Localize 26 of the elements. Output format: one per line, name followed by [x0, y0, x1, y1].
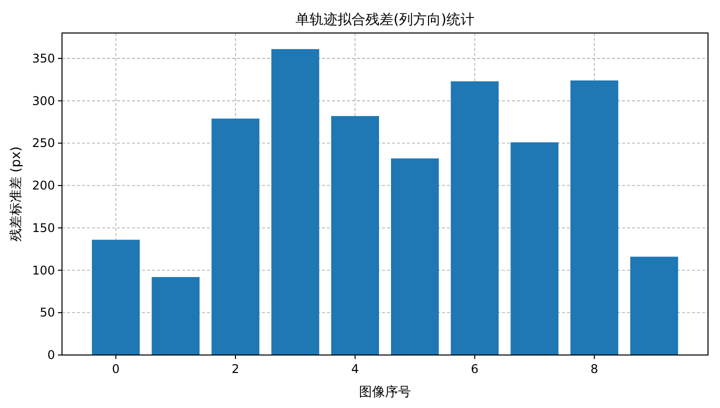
y-tick-label: 50 — [40, 306, 55, 320]
y-axis-title: 残差标准差 (px) — [9, 146, 24, 242]
bar — [630, 256, 678, 355]
y-tick-label: 350 — [32, 51, 55, 66]
bar — [450, 81, 499, 355]
bar — [92, 240, 140, 355]
y-tick-label: 250 — [32, 136, 55, 150]
x-tick-label: 8 — [590, 362, 598, 376]
x-tick-label: 2 — [232, 362, 240, 376]
y-tick-label: 100 — [32, 263, 55, 278]
bar — [510, 142, 558, 355]
chart-title: 单轨迹拟合残差(列方向)统计 — [296, 12, 474, 28]
x-tick-label: 4 — [351, 362, 359, 376]
y-tick-label: 150 — [32, 220, 55, 235]
y-tick-label: 300 — [32, 94, 55, 108]
x-tick-label: 0 — [112, 362, 120, 376]
bar — [152, 277, 200, 355]
bar — [271, 49, 320, 355]
x-axis-title: 图像序号 — [359, 384, 411, 400]
bar — [390, 158, 439, 355]
y-tick-label: 0 — [47, 348, 55, 362]
y-tick-label: 200 — [32, 178, 55, 193]
bar — [212, 118, 260, 355]
x-tick-label: 6 — [470, 362, 479, 376]
bar — [570, 80, 618, 355]
bar — [331, 116, 380, 355]
